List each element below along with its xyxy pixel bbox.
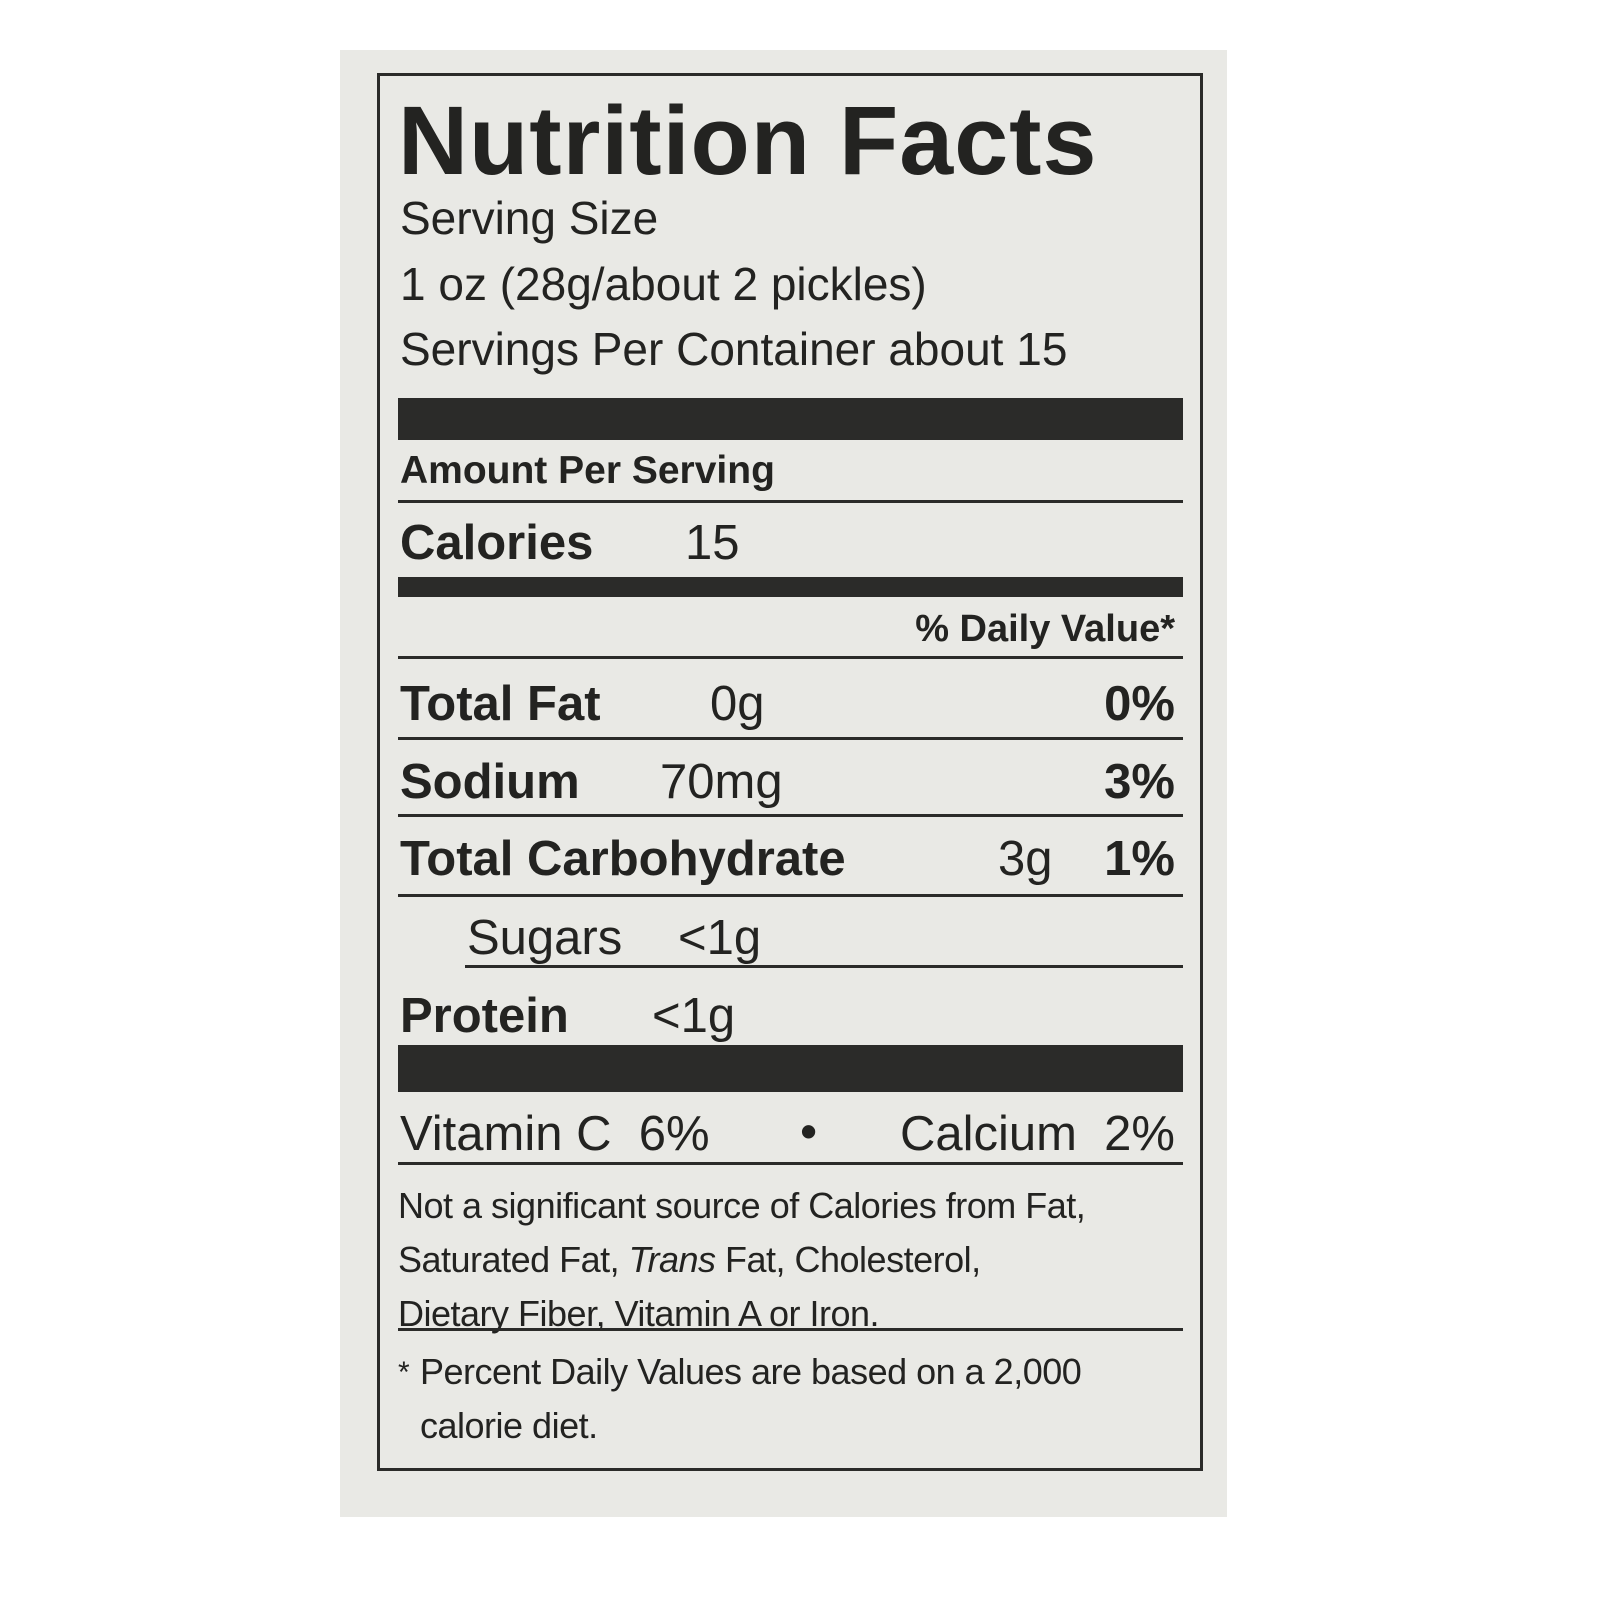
bullet-separator: • [800,1105,818,1159]
footnote-not-significant-line2: Saturated Fat, Trans Fat, Cholesterol, [398,1242,981,1278]
title: Nutrition Facts [398,86,1098,195]
serving-size-value: 1 oz (28g/about 2 pickles) [400,258,927,310]
amount-per-serving: Amount Per Serving [400,449,775,492]
calories-label: Calories [400,516,594,570]
divider [398,1162,1183,1165]
divider [398,737,1183,740]
divider [398,500,1183,503]
divider [398,656,1183,659]
sodium-dv: 3% [1104,755,1175,809]
calcium: Calcium 2% [899,1107,1175,1161]
calories-value: 15 [685,516,740,570]
total-fat-dv: 0% [1104,677,1175,731]
footnote-dv-line1: Percent Daily Values are based on a 2,00… [420,1351,1082,1392]
serving-size-label: Serving Size [400,192,659,244]
protein-label: Protein [400,989,569,1043]
protein-amount: <1g [652,989,736,1043]
nutrition-facts-border [377,73,1203,1471]
divider [398,1328,1183,1331]
divider [398,814,1183,817]
trans-italic: Trans [628,1239,716,1280]
total-carbohydrate-amount: 3g [998,832,1053,886]
footnote-text: Fat, Cholesterol, [715,1239,981,1280]
vitamin-c: Vitamin C 6% [400,1107,710,1161]
servings-per-container: Servings Per Container about 15 [400,323,1068,375]
total-fat-label: Total Fat [400,677,601,731]
medium-divider [398,577,1183,597]
footnote-asterisk: * [398,1356,410,1389]
footnote-dv-line2: calorie diet. [420,1405,598,1446]
thick-divider [398,398,1183,440]
divider [398,894,1183,897]
footnote-not-significant-line1: Not a significant source of Calories fro… [398,1185,1086,1226]
daily-value-header: % Daily Value* [915,608,1175,650]
footnote-not-significant-line3: Dietary Fiber, Vitamin A or Iron. [398,1293,880,1334]
footnote-text: Saturated Fat, [398,1239,629,1280]
sugars-amount: <1g [678,911,762,965]
sodium-label: Sodium [400,755,580,809]
total-carbohydrate-dv: 1% [1104,832,1175,886]
divider [465,965,1183,968]
thick-divider [398,1045,1183,1092]
total-fat-amount: 0g [710,677,765,731]
total-carbohydrate-label: Total Carbohydrate [400,832,846,886]
sugars-label: Sugars [467,911,623,965]
label-panel [340,50,1227,1517]
sodium-amount: 70mg [660,755,783,809]
